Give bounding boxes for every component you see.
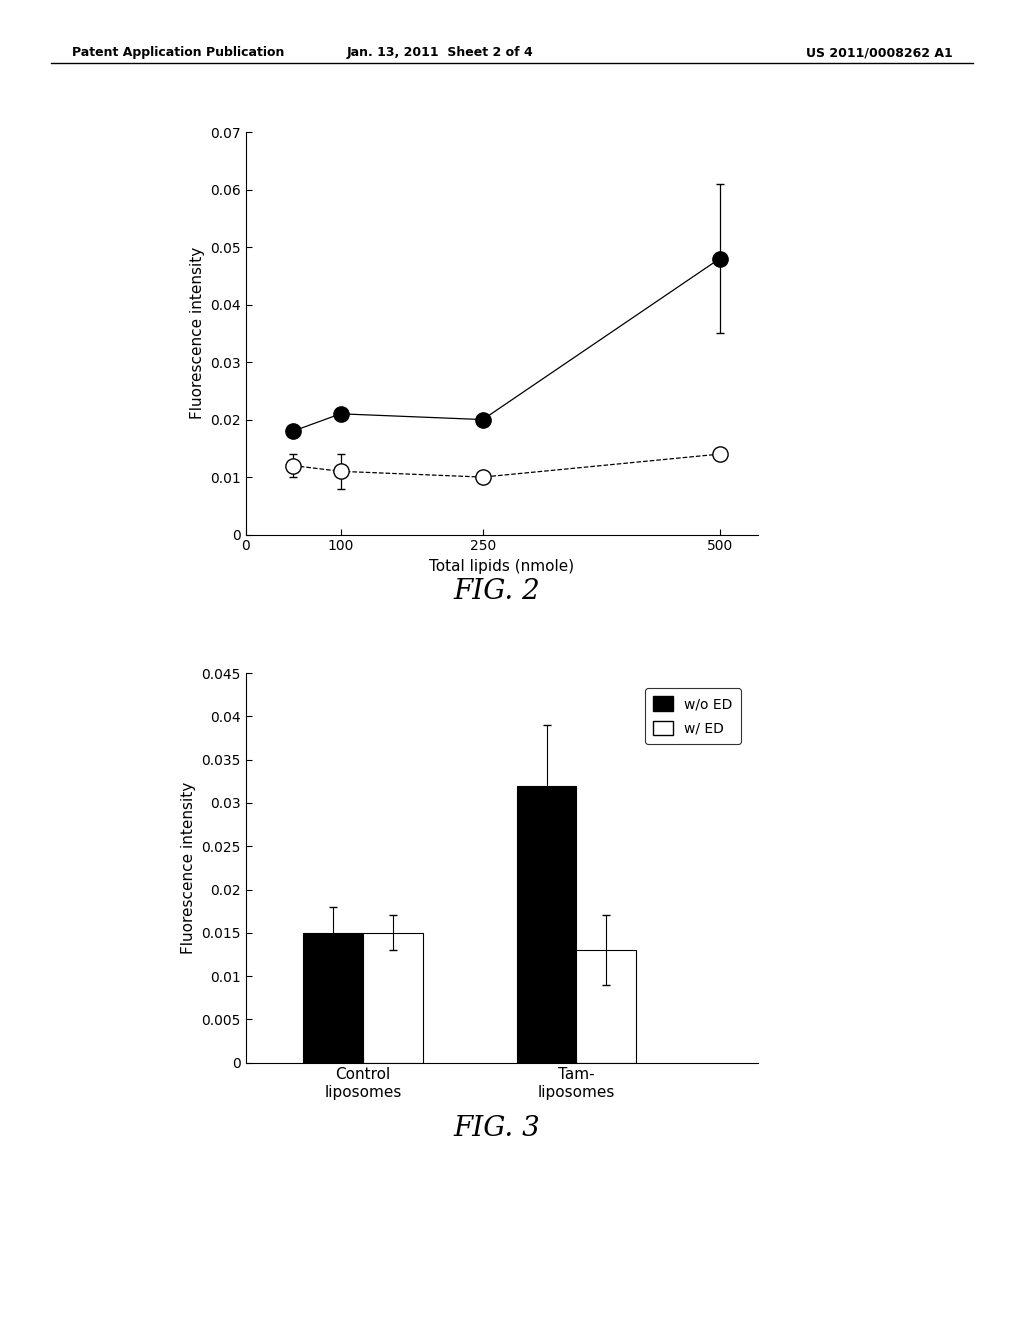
Text: FIG. 3: FIG. 3 xyxy=(454,1115,540,1142)
Bar xyxy=(364,933,423,1063)
X-axis label: Total lipids (nmole): Total lipids (nmole) xyxy=(429,558,574,574)
Legend: w/o ED, w/ ED: w/o ED, w/ ED xyxy=(645,688,740,744)
Bar xyxy=(517,785,577,1063)
Text: FIG. 2: FIG. 2 xyxy=(454,578,540,605)
Bar xyxy=(303,933,364,1063)
Y-axis label: Fluorescence intensity: Fluorescence intensity xyxy=(189,247,205,420)
Text: Patent Application Publication: Patent Application Publication xyxy=(72,46,284,59)
Text: Jan. 13, 2011  Sheet 2 of 4: Jan. 13, 2011 Sheet 2 of 4 xyxy=(347,46,534,59)
Y-axis label: Fluorescence intensity: Fluorescence intensity xyxy=(181,781,196,954)
Text: US 2011/0008262 A1: US 2011/0008262 A1 xyxy=(806,46,952,59)
Bar xyxy=(577,950,636,1063)
